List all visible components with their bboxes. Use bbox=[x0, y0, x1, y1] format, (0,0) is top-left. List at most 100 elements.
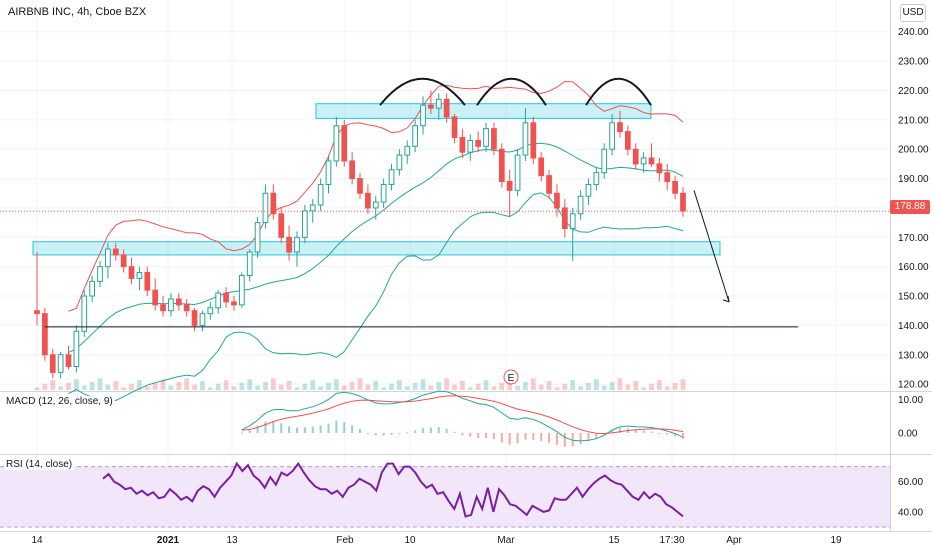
candle bbox=[640, 152, 647, 173]
candle bbox=[183, 298, 190, 317]
candle bbox=[144, 266, 151, 297]
candle bbox=[341, 119, 348, 167]
candle bbox=[561, 199, 568, 238]
volume-bar bbox=[318, 386, 323, 390]
candle-body bbox=[301, 210, 308, 238]
candle bbox=[152, 278, 159, 311]
candle-body bbox=[207, 307, 214, 315]
macd-histogram-bar bbox=[398, 433, 401, 434]
candle-body bbox=[428, 104, 434, 109]
candle-body bbox=[73, 330, 80, 368]
macd-axis-label: 0.00 bbox=[898, 429, 918, 440]
volume-bar bbox=[223, 380, 229, 390]
candle-body bbox=[270, 192, 277, 215]
candle bbox=[160, 296, 166, 317]
time-axis-label: 19 bbox=[830, 535, 842, 546]
volume-bar bbox=[58, 386, 63, 390]
candle-body bbox=[223, 292, 229, 303]
candle-body bbox=[42, 313, 48, 356]
candle bbox=[483, 122, 489, 153]
volume-bar bbox=[523, 381, 528, 390]
volume-bar bbox=[397, 380, 402, 390]
macd-histogram-bar bbox=[414, 430, 417, 433]
drawings[interactable]: E bbox=[0, 77, 890, 385]
candle bbox=[105, 243, 111, 279]
price-axis-label: 190.00 bbox=[898, 174, 929, 185]
macd-histogram-bar bbox=[579, 433, 582, 445]
bollinger-lower-line bbox=[68, 192, 684, 403]
volume-bar bbox=[239, 382, 245, 390]
price-axis-label: 160.00 bbox=[898, 262, 929, 273]
volume-bar bbox=[633, 381, 639, 390]
volume-bar bbox=[586, 382, 591, 390]
candle bbox=[396, 149, 403, 176]
macd-histogram-bar bbox=[280, 423, 283, 433]
candle bbox=[175, 293, 182, 311]
candle-body bbox=[262, 192, 269, 224]
candle bbox=[120, 249, 127, 273]
candle-body bbox=[317, 183, 324, 206]
volume-bar bbox=[601, 385, 607, 390]
support-resistance-zones[interactable] bbox=[32, 103, 721, 256]
candle-body bbox=[624, 131, 631, 150]
price-axis-label: 210.00 bbox=[898, 115, 929, 126]
volume-bar bbox=[546, 381, 552, 390]
candle bbox=[246, 249, 253, 282]
candle bbox=[664, 163, 671, 191]
volume-bar bbox=[255, 385, 260, 390]
macd-histogram-bar bbox=[485, 433, 488, 438]
last-price-tag: 178.88 bbox=[890, 200, 930, 214]
candle-body bbox=[388, 169, 395, 185]
volume-bar bbox=[412, 382, 418, 390]
candle bbox=[57, 351, 64, 379]
candle bbox=[632, 143, 639, 170]
macd-histogram-bar bbox=[256, 425, 259, 433]
candle-body bbox=[191, 310, 198, 326]
candle-body bbox=[577, 195, 584, 215]
candle bbox=[530, 116, 537, 164]
macd-histogram-bar bbox=[658, 433, 661, 434]
candle bbox=[34, 251, 40, 326]
candle bbox=[467, 134, 474, 161]
candle bbox=[443, 93, 450, 123]
bollinger-upper-line bbox=[68, 80, 684, 312]
candle bbox=[207, 301, 214, 320]
macd-histogram-bar bbox=[563, 433, 566, 447]
price-axis-label: 120.00 bbox=[898, 380, 929, 391]
macd-histogram-bar bbox=[240, 432, 243, 434]
candle-body bbox=[514, 154, 521, 191]
candle-body bbox=[412, 125, 419, 147]
pattern-arc bbox=[585, 77, 652, 106]
volume-bar bbox=[207, 387, 213, 390]
candle bbox=[514, 149, 521, 197]
rsi-axis-label: 60.00 bbox=[898, 477, 923, 488]
candle bbox=[680, 187, 686, 217]
volume-bar bbox=[74, 379, 79, 390]
volume-bar bbox=[105, 384, 111, 390]
candle-body bbox=[546, 175, 552, 194]
candle bbox=[506, 169, 513, 217]
candle-body bbox=[656, 163, 663, 174]
currency-button[interactable]: USD bbox=[900, 4, 926, 22]
candle-body bbox=[65, 354, 72, 368]
candle bbox=[317, 178, 324, 211]
macd-histogram-bar bbox=[674, 433, 677, 437]
candle bbox=[546, 169, 552, 200]
volume-bar bbox=[365, 384, 371, 390]
volume-bar bbox=[491, 386, 497, 390]
candle bbox=[294, 231, 300, 267]
volume-bar bbox=[475, 383, 481, 390]
macd-histogram-bar bbox=[477, 433, 480, 439]
candle bbox=[325, 155, 332, 194]
candle-body bbox=[380, 183, 387, 203]
candle-body bbox=[648, 157, 655, 165]
support-zone bbox=[32, 241, 721, 256]
volume-bar bbox=[341, 385, 347, 390]
volume-bar bbox=[357, 378, 363, 390]
candle-body bbox=[175, 298, 182, 306]
volume-bar bbox=[263, 381, 268, 390]
candle bbox=[593, 166, 600, 191]
price-axis-label: 170.00 bbox=[898, 233, 929, 244]
candle-body bbox=[632, 148, 639, 165]
